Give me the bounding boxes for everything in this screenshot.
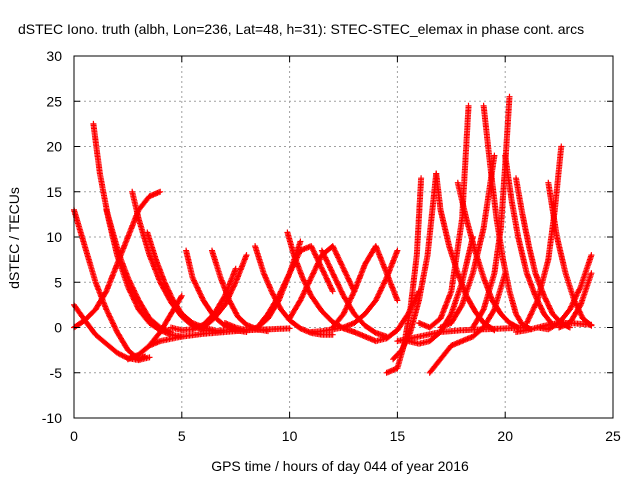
- series-35: [523, 143, 565, 326]
- series-markers: [545, 179, 595, 329]
- x-axis-label: GPS time / hours of day 044 of year 2016: [211, 458, 469, 474]
- series-24: [390, 170, 440, 363]
- axis-tick-labels: 0 5 10 15 20 25 -10 -5 0 5 10 15 20 25 30: [42, 48, 621, 444]
- x-tick-label: 5: [178, 428, 186, 444]
- series-markers: [433, 170, 498, 334]
- y-tick-label: -5: [50, 365, 63, 381]
- x-tick-label: 20: [497, 428, 513, 444]
- x-tick-label: 15: [390, 428, 406, 444]
- series-markers: [513, 320, 595, 335]
- y-tick-label: 30: [46, 48, 62, 64]
- series-33: [502, 152, 556, 328]
- series-39: [513, 320, 595, 335]
- series-markers: [308, 247, 401, 335]
- series-markers: [103, 206, 174, 335]
- series-markers: [502, 152, 556, 328]
- series-markers: [454, 179, 522, 331]
- series-30: [454, 179, 522, 331]
- x-tick-label: 10: [282, 428, 298, 444]
- series-13: [200, 252, 250, 331]
- series-markers: [200, 252, 250, 331]
- series-28: [433, 170, 498, 334]
- y-tick-label: 10: [46, 229, 62, 245]
- series-markers: [480, 102, 535, 333]
- series-markers: [523, 143, 565, 326]
- series-markers: [556, 270, 595, 331]
- series-markers: [394, 324, 530, 345]
- series-5: [103, 206, 174, 335]
- y-tick-label: 5: [54, 274, 62, 290]
- series-21: [308, 247, 401, 335]
- series-38: [556, 270, 595, 331]
- y-axis-label: dSTEC / TECUs: [6, 187, 22, 289]
- grid: [74, 56, 613, 418]
- x-tick-label: 0: [70, 428, 78, 444]
- series-32: [480, 102, 535, 333]
- y-tick-label: 0: [54, 320, 62, 336]
- axis-ticks: [73, 55, 614, 419]
- data-series: [71, 93, 595, 376]
- y-tick-label: 25: [46, 93, 62, 109]
- y-tick-label: -10: [42, 410, 62, 426]
- series-37: [545, 179, 595, 329]
- y-tick-label: 20: [46, 139, 62, 155]
- y-tick-label: 15: [46, 184, 62, 200]
- series-markers: [390, 170, 440, 363]
- chart-title: dSTEC Iono. truth (albh, Lon=236, Lat=48…: [18, 21, 584, 37]
- series-40: [394, 324, 530, 345]
- x-tick-label: 25: [605, 428, 621, 444]
